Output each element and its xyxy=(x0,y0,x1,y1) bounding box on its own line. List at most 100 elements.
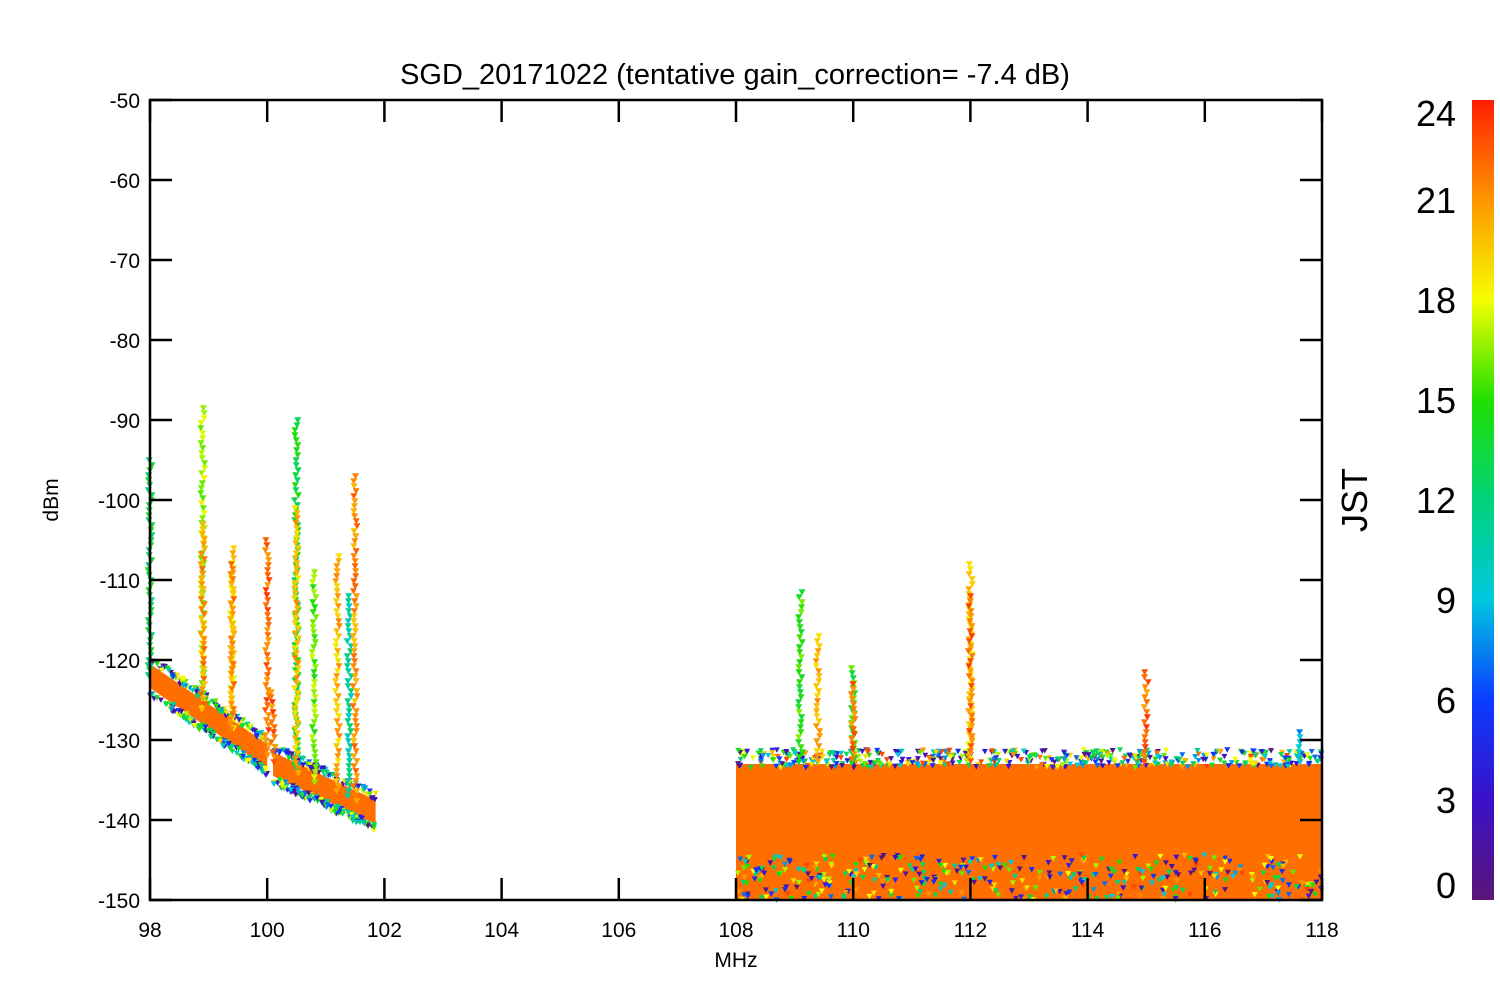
data-point-1753 xyxy=(310,644,318,651)
data-point-207 xyxy=(178,709,185,715)
data-point-1959 xyxy=(795,704,803,711)
data-point-1731 xyxy=(293,740,301,747)
data-point-1946 xyxy=(798,639,806,646)
data-point-1786 xyxy=(332,578,340,585)
x-tick-label: 102 xyxy=(367,919,402,942)
data-point-1316 xyxy=(865,748,872,755)
data-point-2075 xyxy=(965,603,973,610)
data-point-476 xyxy=(1265,854,1272,860)
data-point-1393 xyxy=(198,450,206,457)
data-point-1329 xyxy=(1108,866,1115,872)
data-point-1827 xyxy=(334,783,342,790)
data-point-1217 xyxy=(755,750,762,756)
data-point-1279 xyxy=(1173,878,1180,884)
data-point-1962 xyxy=(797,719,805,726)
data-point-2098 xyxy=(968,718,976,725)
data-point-1569 xyxy=(264,612,272,619)
data-point-1159 xyxy=(991,756,998,763)
data-point-175 xyxy=(153,695,160,701)
data-point-1087 xyxy=(1032,885,1039,891)
data-point-552 xyxy=(767,860,774,866)
data-point-1175 xyxy=(933,749,940,756)
data-point-210 xyxy=(205,727,212,734)
data-point-1222 xyxy=(833,754,840,761)
data-point-2100 xyxy=(965,728,973,735)
data-point-1774 xyxy=(311,749,319,756)
data-point-1917 xyxy=(352,708,360,715)
data-point-1885 xyxy=(352,548,360,555)
data-point-1258 xyxy=(993,888,1000,894)
data-point-1938 xyxy=(798,599,806,606)
data-point-1559 xyxy=(264,562,272,569)
data-point-167 xyxy=(227,746,234,752)
data-point-922 xyxy=(897,867,904,874)
data-point-935 xyxy=(1123,876,1130,883)
data-point-1594 xyxy=(261,737,269,744)
y-tick-label: -140 xyxy=(98,810,140,833)
data-point-1908 xyxy=(350,663,358,670)
data-point-1543 xyxy=(227,676,235,683)
data-point-1401 xyxy=(197,490,205,497)
data-point-1994 xyxy=(813,748,821,755)
data-point-2119 xyxy=(1142,729,1150,736)
data-point-1405 xyxy=(200,510,208,517)
data-point-1193 xyxy=(1096,752,1103,758)
data-point-2101 xyxy=(968,733,976,740)
data-point-996 xyxy=(1195,758,1202,764)
data-point-999 xyxy=(951,880,958,886)
data-point-1693 xyxy=(292,550,300,557)
data-point-1691 xyxy=(292,540,300,547)
data-point-2087 xyxy=(965,663,973,670)
data-point-1573 xyxy=(264,632,272,639)
data-point-196 xyxy=(154,661,161,667)
data-point-527 xyxy=(1228,760,1235,766)
data-point-1533 xyxy=(230,626,238,633)
data-point-1923 xyxy=(350,738,358,745)
data-point-572 xyxy=(1279,878,1286,884)
data-point-763 xyxy=(844,758,851,764)
data-point-1528 xyxy=(227,601,235,608)
data-point-1565 xyxy=(263,592,271,599)
data-point-1074 xyxy=(1307,755,1314,762)
data-point-1305 xyxy=(1070,872,1077,878)
data-point-1863 xyxy=(345,763,353,770)
data-point-617 xyxy=(768,891,775,897)
data-point-1396 xyxy=(201,465,209,472)
data-point-981 xyxy=(1293,761,1300,767)
data-point-2132 xyxy=(1296,759,1304,766)
data-point-1536 xyxy=(228,641,236,648)
data-point-712 xyxy=(960,857,967,863)
data-point-826 xyxy=(1280,759,1287,765)
data-point-1384 xyxy=(199,405,207,412)
data-point-535 xyxy=(1072,886,1079,892)
data-point-1809 xyxy=(335,693,343,700)
data-point-1602 xyxy=(269,709,277,716)
data-point-1261 xyxy=(1288,760,1295,767)
data-point-506 xyxy=(1193,862,1200,869)
data-point-1465 xyxy=(199,621,207,628)
data-point-2023 xyxy=(851,711,859,718)
data-point-2027 xyxy=(851,731,859,738)
data-point-1208 xyxy=(1020,748,1027,754)
data-point-1057 xyxy=(1154,753,1161,760)
data-point-899 xyxy=(821,854,828,860)
data-point-1808 xyxy=(332,688,340,695)
data-point-1485 xyxy=(230,555,238,562)
data-point-1455 xyxy=(199,571,207,578)
data-point-1001 xyxy=(846,869,853,875)
data-point-1887 xyxy=(351,558,359,565)
data-point-1744 xyxy=(309,599,317,606)
data-point-946 xyxy=(1268,882,1275,888)
data-point-1177 xyxy=(1121,868,1128,875)
data-point-521 xyxy=(1187,855,1194,862)
data-point-305 xyxy=(324,799,331,805)
data-point-2026 xyxy=(849,726,857,733)
data-point-1709 xyxy=(291,630,299,637)
data-point-1021 xyxy=(1179,752,1186,758)
data-point-1584 xyxy=(264,687,272,694)
noise-band-2 xyxy=(736,764,1322,900)
data-point-160 xyxy=(207,734,214,740)
data-point-1953 xyxy=(798,674,806,681)
data-point-1530 xyxy=(229,611,237,618)
data-point-201 xyxy=(233,750,240,756)
